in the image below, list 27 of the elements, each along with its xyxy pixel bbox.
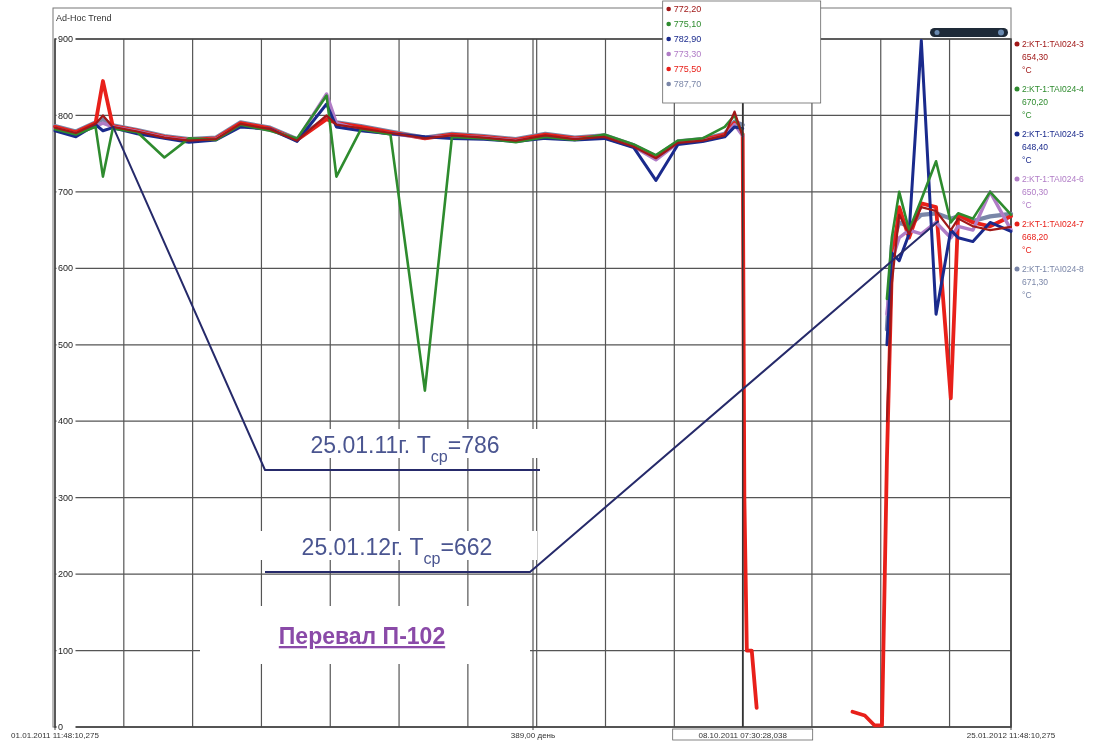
annotation: 25.01.12г. T$_{ср}$=662 bbox=[301, 534, 493, 567]
ref-line-label: 08.10.2011 07:30:28,038 bbox=[698, 730, 788, 740]
x-tick-label: 01.01.2011 11:48:10,275 bbox=[11, 731, 100, 740]
annotation: 782,90 bbox=[673, 34, 702, 45]
text: 654,30 °C bbox=[1022, 51, 1049, 75]
annotation: 787,70 bbox=[673, 79, 702, 90]
text: 772,20 bbox=[673, 4, 702, 15]
annotation: 773,30 bbox=[673, 49, 702, 60]
text: 2:KT-1:TAI024-6 bbox=[1022, 173, 1085, 184]
text: 648,40 °C bbox=[1022, 141, 1049, 165]
annotation: Перевал П-102 bbox=[278, 623, 446, 649]
text: 671,30 °C bbox=[1022, 276, 1049, 300]
text: 650,30 °C bbox=[1022, 186, 1049, 210]
text: 775,10 bbox=[673, 19, 702, 30]
annotation: 25.01.11г. T$_{ср}$=786 bbox=[310, 432, 500, 465]
chart-title: Ad-Hoc Trend bbox=[56, 13, 112, 23]
annotation: 775,50 bbox=[673, 64, 702, 75]
text: 2:KT-1:TAI024-8 bbox=[1022, 263, 1085, 274]
series-label: 2:KT-1:TAI024-7 bbox=[1022, 218, 1085, 229]
y-tick-label: 0 bbox=[58, 722, 64, 733]
x-tick-label: 25.01.2012 11:48:10,275 bbox=[966, 731, 1056, 740]
text: 2:KT-1:TAI024-4 bbox=[1022, 83, 1085, 94]
x-tick-label: 389,00 день bbox=[510, 731, 556, 740]
text: 670,20 °C bbox=[1022, 96, 1049, 120]
text: 668,20 °C bbox=[1022, 231, 1049, 255]
text: 2:KT-1:TAI024-3 bbox=[1022, 38, 1085, 49]
text: 2:KT-1:TAI024-5 bbox=[1022, 128, 1085, 139]
